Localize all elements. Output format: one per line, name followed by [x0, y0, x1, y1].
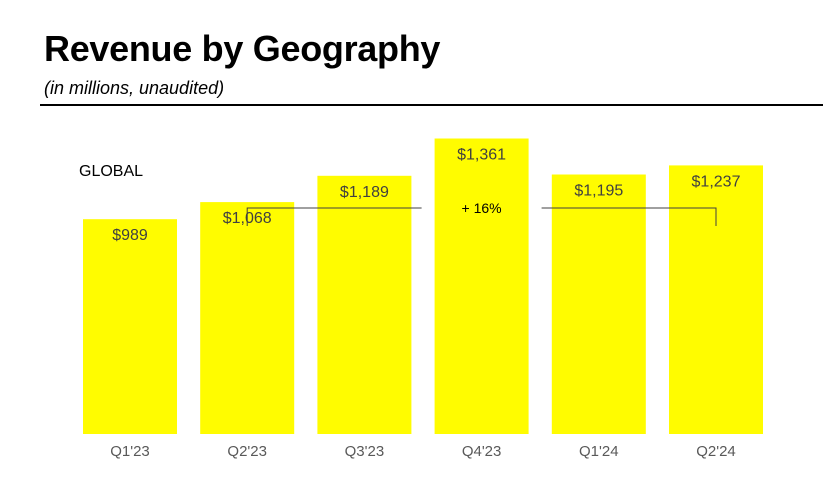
x-tick-label: Q2'24	[696, 443, 736, 460]
x-tick-label: Q4'23	[462, 443, 502, 460]
bar	[669, 165, 763, 434]
x-tick-label: Q3'23	[345, 443, 385, 460]
header-divider	[40, 104, 823, 106]
bar-value-label: $1,237	[692, 173, 741, 190]
x-tick-label: Q1'24	[579, 443, 619, 460]
bar	[200, 202, 295, 434]
bar	[551, 174, 646, 434]
bar-value-label: $1,195	[574, 183, 623, 200]
growth-bracket-right	[541, 207, 717, 226]
page-title: Revenue by Geography	[44, 28, 441, 69]
bar-value-label: $1,189	[340, 184, 389, 201]
page-subtitle: (in millions, unaudited)	[44, 78, 225, 98]
growth-bracket-left	[246, 207, 422, 226]
growth-annotation: + 16%	[462, 200, 502, 216]
bar	[434, 138, 529, 434]
bar-value-label: $1,361	[457, 147, 506, 164]
x-tick-label: Q1'23	[110, 443, 150, 460]
chart-title: GLOBAL	[79, 163, 144, 180]
bar	[83, 219, 177, 434]
bar-value-label: $989	[112, 227, 148, 244]
x-tick-label: Q2'23	[227, 443, 267, 460]
bar	[317, 175, 412, 435]
